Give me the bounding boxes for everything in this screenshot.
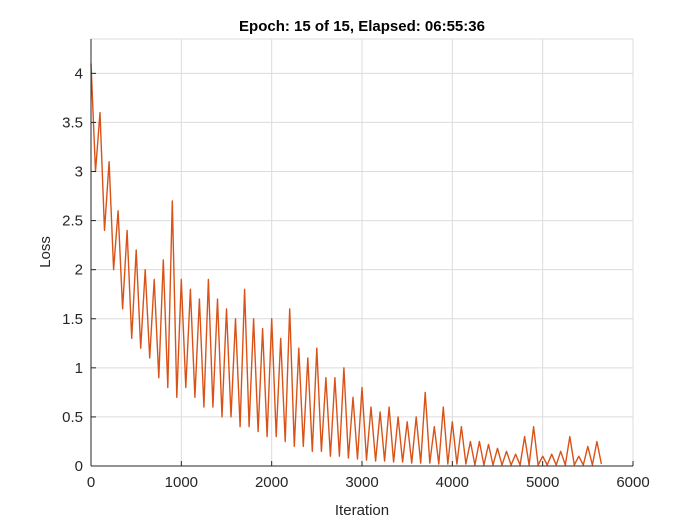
y-tick-label: 0.5 [62, 409, 83, 426]
x-tick-label: 1000 [165, 474, 198, 491]
y-axis-label: Loss [37, 236, 54, 268]
grid [91, 38, 634, 466]
x-tick-label: 3000 [345, 474, 378, 491]
x-tick-label: 0 [87, 474, 95, 491]
y-tick-label: 2 [75, 262, 83, 279]
y-tick-label: 1 [75, 360, 83, 377]
y-tick-label: 1.5 [62, 311, 83, 328]
y-tick-label: 3 [75, 164, 83, 181]
x-tick-label: 2000 [255, 474, 288, 491]
y-tick-label: 3.5 [62, 114, 83, 131]
series-loss [90, 63, 603, 466]
y-tick-label: 2.5 [62, 213, 83, 230]
axes: 0 1000 2000 3000 4000 5000 6000 0 0.5 1 1.5 2 2.5 3 3.… [62, 39, 650, 491]
x-tick-label: 6000 [616, 474, 649, 491]
loss-line [90, 63, 603, 466]
chart-title: Epoch: 15 of 15, Elapsed: 06:55:36 [239, 18, 485, 35]
y-tick-label: 0 [75, 458, 83, 475]
y-tick-label: 4 [75, 65, 83, 82]
x-tick-label: 4000 [436, 474, 469, 491]
x-axis-label: Iteration [335, 502, 389, 519]
x-tick-label: 5000 [526, 474, 559, 491]
